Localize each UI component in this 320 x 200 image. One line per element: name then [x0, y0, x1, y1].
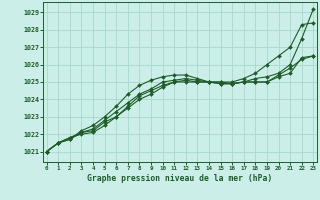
X-axis label: Graphe pression niveau de la mer (hPa): Graphe pression niveau de la mer (hPa): [87, 174, 273, 183]
